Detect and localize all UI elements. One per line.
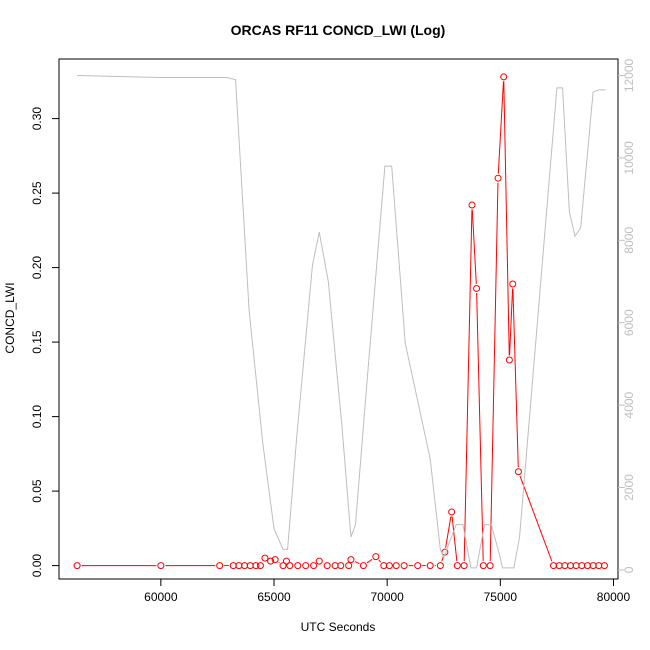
- series-0-point: [294, 562, 302, 570]
- series-0-segment: [512, 288, 519, 468]
- series-0-point: [494, 174, 502, 182]
- series-0-point: [595, 562, 603, 570]
- series-0-point: [267, 557, 275, 565]
- series-0-segment: [366, 558, 373, 564]
- series-0-segment: [378, 559, 382, 563]
- series-0-point: [555, 562, 563, 570]
- series-0-point: [583, 562, 591, 570]
- series-0-point: [310, 562, 318, 570]
- series-0-point: [359, 562, 367, 570]
- series-0-point: [347, 556, 355, 564]
- y2-tick-label: 10000: [622, 141, 636, 175]
- x-axis-label: UTC Seconds: [301, 620, 376, 634]
- series-0-point: [286, 562, 294, 570]
- series-0-segment: [471, 209, 477, 284]
- series-0-point: [157, 562, 165, 570]
- series-0-segment: [503, 81, 510, 356]
- series-0-segment: [476, 292, 484, 562]
- series-0-point: [385, 562, 393, 570]
- series-0-point: [337, 562, 345, 570]
- series-0-point: [572, 562, 580, 570]
- series-0-point: [380, 562, 388, 570]
- chart-title: ORCAS RF11 CONCD_LWI (Log): [231, 22, 446, 38]
- y2-tick-label: 0: [622, 566, 636, 573]
- series-0-point: [323, 562, 331, 570]
- y2-tick-label: 6000: [622, 309, 636, 336]
- series-0-point: [271, 556, 279, 564]
- series-0-point: [509, 280, 517, 288]
- plot-frame: [58, 58, 619, 580]
- x-tick-label: 60000: [144, 590, 178, 604]
- series-0-point: [468, 201, 476, 209]
- series-0-point: [372, 553, 380, 561]
- series-0-point: [392, 562, 400, 570]
- series-0-point: [261, 554, 269, 562]
- series-0-point: [235, 562, 243, 570]
- series-0-segment: [445, 516, 452, 548]
- y-tick-label: 0.25: [30, 181, 44, 205]
- series-0-point: [345, 562, 353, 570]
- series-0-point: [229, 562, 237, 570]
- series-0-point: [561, 562, 569, 570]
- series-0-segment: [463, 209, 473, 562]
- y-tick-label: 0.10: [30, 405, 44, 429]
- y2-tick-label: 2000: [622, 474, 636, 501]
- series-0-point: [566, 562, 574, 570]
- y-tick-label: 0.30: [30, 107, 44, 131]
- series-0-point: [448, 508, 456, 516]
- series-0-segment: [451, 516, 458, 562]
- series-0-point: [241, 562, 249, 570]
- y2-tick-label: 12000: [622, 58, 636, 92]
- series-0-point: [73, 562, 81, 570]
- series-1-line: [77, 74, 606, 569]
- series-0-point: [400, 562, 408, 570]
- series-0-point: [479, 562, 487, 570]
- series-0-point: [279, 562, 287, 570]
- series-0-point: [505, 356, 513, 364]
- y-axis-label: CONCD_LWI: [3, 282, 17, 353]
- series-0-point: [252, 562, 260, 570]
- series-0-point: [514, 468, 522, 476]
- y-tick-label: 0.20: [30, 256, 44, 280]
- series-0-segment: [497, 81, 504, 174]
- x-tick-label: 75000: [484, 590, 518, 604]
- series-0-point: [302, 562, 310, 570]
- series-0-point: [414, 562, 422, 570]
- series-0-point: [436, 562, 444, 570]
- series-0-point: [315, 557, 323, 565]
- series-0-point: [256, 562, 264, 570]
- series-0-segment: [519, 475, 553, 562]
- series-0-point: [550, 562, 557, 570]
- series-0-point: [500, 73, 508, 81]
- series-0-segment: [489, 182, 499, 562]
- y2-tick-label: 4000: [622, 391, 636, 418]
- series-0-point: [282, 557, 290, 565]
- y-tick-label: 0.15: [30, 330, 44, 354]
- series-0-point: [473, 284, 481, 292]
- x-tick-label: 65000: [257, 590, 291, 604]
- series-0-point: [331, 562, 339, 570]
- series-0-point: [453, 562, 461, 570]
- y-tick-label: 0.00: [30, 554, 44, 578]
- chart-marks: 60000 65000 70000 75000 800000.000.050.100.1…: [30, 58, 636, 604]
- series-0-segment: [278, 561, 280, 564]
- series-0-segment: [354, 561, 360, 565]
- series-0-point: [216, 562, 224, 570]
- series-0-point: [460, 562, 468, 570]
- y-tick-label: 0.05: [30, 479, 44, 503]
- series-0-segment: [509, 288, 514, 356]
- series-0-point: [486, 562, 494, 570]
- series-0-point: [600, 562, 608, 570]
- y2-tick-label: 8000: [622, 227, 636, 254]
- series-0-point: [589, 562, 597, 570]
- x-tick-label: 70000: [370, 590, 404, 604]
- series-0-point: [578, 562, 586, 570]
- x-tick-label: 80000: [597, 590, 631, 604]
- series-0-point: [246, 562, 254, 570]
- series-0-point: [426, 562, 434, 570]
